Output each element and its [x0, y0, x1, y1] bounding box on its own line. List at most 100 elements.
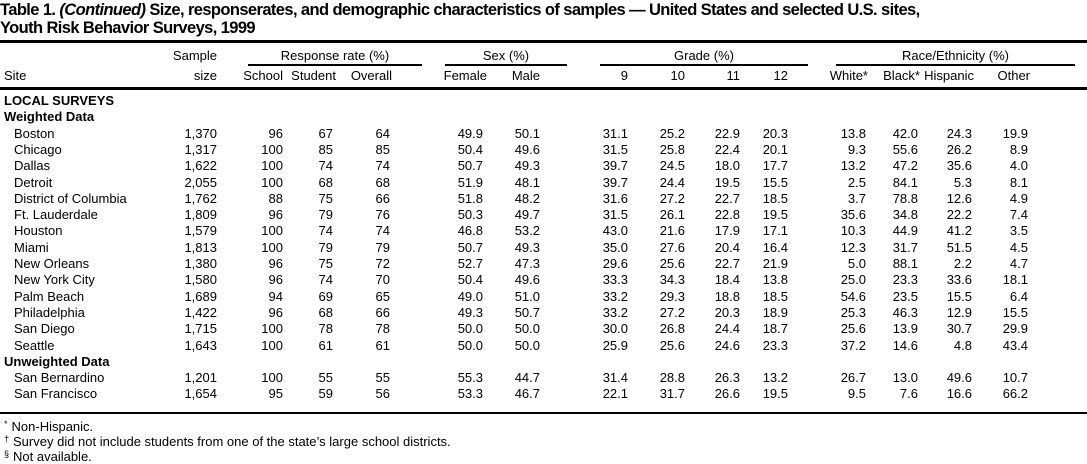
cell-value: 84.1 [892, 174, 918, 190]
cell-value: 7.6 [899, 386, 918, 402]
cell-value: 12.3 [840, 239, 866, 255]
table-row: Dallas 1,622 100 74 74 50.7 49.3 39.7 24.5 18.0 17… [0, 158, 1087, 174]
cell-value: 96 [268, 207, 283, 223]
footnote: § Not available. [4, 447, 92, 464]
cell-value: 13.0 [892, 370, 918, 386]
cell-value: 4.9 [1009, 190, 1028, 206]
cell-value: 35.6 [840, 207, 866, 223]
cell-value: 35.6 [946, 158, 972, 174]
cell-value: 26.6 [714, 386, 740, 402]
cell-value: 51.5 [946, 239, 972, 255]
cell-value: 88.1 [892, 256, 918, 271]
column-header: 10 [670, 68, 685, 83]
cell-value: 85 [375, 141, 390, 157]
cell-value: 75 [318, 190, 333, 206]
cell-value: 30.7 [946, 321, 972, 337]
cell-value: 50.0 [514, 337, 540, 353]
cell-value: 10.7 [1002, 370, 1028, 386]
cell-value: 51.8 [457, 190, 483, 206]
cell-value: 1,579 [184, 223, 217, 239]
cell-value: 23.3 [892, 272, 918, 288]
cell-value: 79 [318, 207, 333, 223]
cell-value: 1,317 [184, 141, 217, 157]
cell-value: 21.6 [659, 223, 685, 239]
cell-value: 24.4 [714, 321, 740, 337]
cell-value: 25.2 [659, 125, 685, 141]
header-site: Site [4, 68, 27, 83]
cell-value: 100 [261, 141, 283, 157]
cell-value: 12.6 [946, 190, 972, 206]
cell-value: 100 [261, 370, 283, 386]
cell-value: 78 [375, 321, 390, 337]
cell-value: 68 [318, 174, 333, 190]
cell-site: Houston [14, 223, 63, 239]
cell-value: 25.6 [840, 321, 866, 337]
cell-value: 34.8 [892, 207, 918, 223]
cell-value: 96 [268, 125, 283, 141]
cell-value: 78 [318, 321, 333, 337]
cell-value: 10.3 [840, 223, 866, 239]
cell-value: 78.8 [892, 190, 918, 206]
cell-value: 66 [375, 304, 390, 320]
cell-value: 68 [375, 174, 390, 190]
cell-value: 1,715 [184, 321, 217, 337]
title-text: Size, responserates, and demographic cha… [149, 1, 920, 19]
table-row: San Francisco 1,654 95 59 56 53.3 46.7 22.1 31.7… [0, 386, 1087, 402]
cell-value: 55 [318, 370, 333, 386]
header-group-race: Race/Ethnicity (%) [902, 48, 1009, 63]
header-group-response: Response rate (%) [280, 48, 390, 63]
table-row: Ft. Lauderdale 1,809 96 79 76 50.3 49.7 31.5 26.… [0, 207, 1087, 223]
footnote: † Survey did not include students from on… [4, 432, 451, 449]
cell-value: 33.2 [602, 304, 628, 320]
column-header: White* [829, 68, 868, 83]
cell-value: 22.9 [714, 125, 740, 141]
cell-value: 96 [268, 272, 283, 288]
cell-value: 53.2 [514, 223, 540, 239]
cell-value: 24.6 [714, 337, 740, 353]
cell-value: 23.5 [892, 288, 918, 304]
cell-value: 24.3 [946, 125, 972, 141]
cell-value: 51.9 [457, 174, 483, 190]
cell-value: 100 [261, 223, 283, 239]
cell-site: Detroit [14, 174, 53, 190]
cell-value: 46.8 [457, 223, 483, 239]
cell-value: 31.1 [602, 125, 628, 141]
cell-value: 19.5 [762, 386, 788, 402]
cell-value: 1,813 [184, 239, 217, 255]
cell-value: 18.5 [762, 288, 788, 304]
column-header: Black* [883, 68, 920, 83]
cell-value: 74 [375, 158, 390, 174]
cell-value: 18.8 [714, 288, 740, 304]
table-row: San Diego 1,715 100 78 78 50.0 50.0 30.0 26.8 24.… [0, 321, 1087, 337]
cell-value: 5.3 [953, 174, 972, 190]
cell-value: 85 [318, 141, 333, 157]
cell-value: 4.7 [1009, 256, 1028, 271]
cell-value: 1,654 [184, 386, 217, 402]
cell-value: 1,201 [184, 370, 217, 386]
cell-value: 69 [318, 288, 333, 304]
cell-value: 88 [268, 190, 283, 206]
cell-value: 31.4 [602, 370, 628, 386]
cell-value: 24.4 [659, 174, 685, 190]
cell-value: 67 [318, 125, 333, 141]
cell-value: 1,422 [184, 304, 217, 320]
table-number: Table 1. [0, 1, 56, 19]
table-title-line2: Youth Risk Behavior Surveys, 1999 [0, 19, 256, 37]
cell-value: 9.3 [847, 141, 866, 157]
cell-value: 25.3 [840, 304, 866, 320]
cell-value: 12.9 [946, 304, 972, 320]
table-row: District of Columbia 1,762 88 75 66 51.8 48.2 3… [0, 191, 1087, 207]
cell-value: 33.3 [602, 272, 628, 288]
cell-value: 64 [375, 125, 390, 141]
cell-value: 46.3 [892, 304, 918, 320]
continued-label: (Continued) [59, 1, 146, 19]
cell-value: 17.1 [762, 223, 788, 239]
cell-value: 25.6 [659, 337, 685, 353]
cell-value: 51.0 [514, 288, 540, 304]
cell-value: 26.3 [714, 370, 740, 386]
cell-value: 21.9 [762, 256, 788, 271]
footnote: * Non-Hispanic. [4, 417, 93, 434]
cell-value: 76 [375, 207, 390, 223]
cell-value: 20.4 [714, 239, 740, 255]
cell-value: 50.0 [457, 337, 483, 353]
